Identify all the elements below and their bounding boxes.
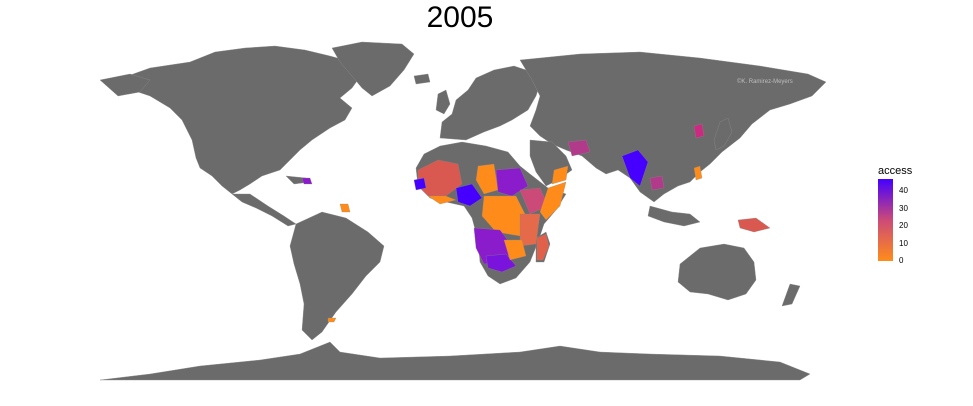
falklands-region	[327, 317, 337, 323]
japan	[713, 117, 733, 151]
myanmar-region	[621, 149, 649, 187]
legend-tick-20: 20	[899, 221, 908, 231]
philippines-region	[693, 165, 703, 181]
north-america	[121, 45, 363, 195]
senegal-region	[413, 177, 427, 191]
legend-title: access	[878, 165, 913, 177]
alaska	[99, 73, 151, 97]
afghanistan-region	[567, 139, 591, 157]
zambia-region	[503, 239, 527, 261]
legend-tick-0: 0	[899, 256, 904, 265]
land-masses	[99, 41, 827, 381]
europe	[439, 65, 541, 141]
madagascar-access	[536, 233, 550, 261]
west-africa-coast	[427, 195, 457, 205]
legend-tick-40: 40	[899, 186, 908, 196]
legend-tick-30: 30	[899, 203, 908, 213]
sudan-region	[495, 167, 529, 197]
access-countries	[301, 123, 771, 323]
new-zealand	[781, 283, 801, 307]
haiti-region	[301, 177, 313, 185]
legend: access 40 30 20 10 0	[872, 165, 942, 275]
map-title: 2005	[426, 1, 494, 34]
east-africa-region	[519, 213, 541, 247]
chad-region	[475, 163, 499, 195]
cambodia-region	[649, 175, 665, 191]
credit-text: ©K. Ramirez-Meyers	[737, 79, 793, 85]
greenland	[331, 41, 415, 97]
southeast-asia-islands	[647, 205, 701, 227]
world-map	[99, 41, 827, 381]
guyana-region	[339, 203, 351, 213]
south-america	[289, 211, 385, 341]
yemen-region	[551, 165, 569, 185]
nigeria-region	[455, 183, 483, 207]
british-isles	[435, 89, 451, 115]
asia	[519, 51, 827, 203]
papua-region	[737, 217, 771, 233]
legend-tick-10: 10	[899, 238, 908, 248]
legend-colorbar	[878, 179, 893, 261]
australia	[677, 243, 757, 301]
north-korea-region	[693, 123, 705, 139]
somalia-region	[539, 181, 567, 221]
central-america	[231, 193, 297, 227]
iceland	[413, 73, 431, 85]
southern-africa-region	[485, 253, 517, 273]
antarctica	[99, 341, 811, 381]
